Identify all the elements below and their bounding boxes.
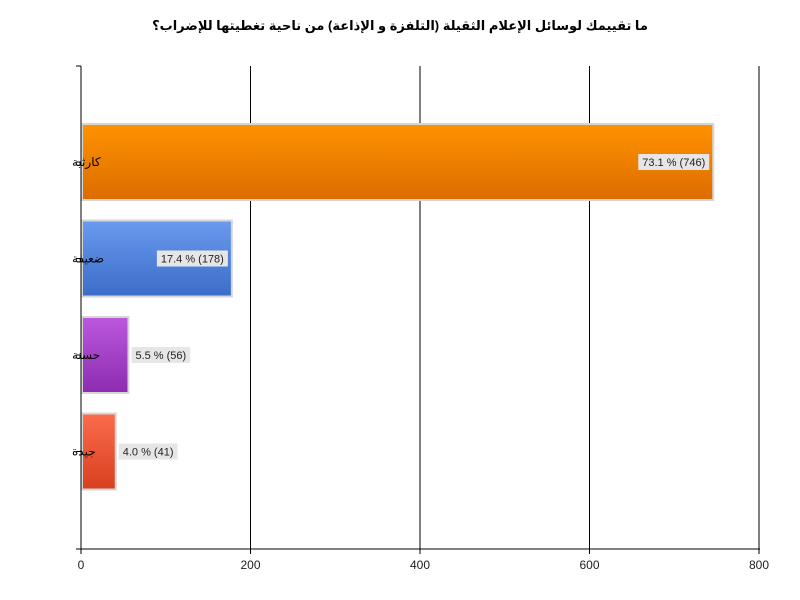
data-label-box	[118, 443, 178, 460]
category-label: ضعيفة	[72, 252, 104, 266]
x-tick-label: 600	[579, 558, 599, 572]
bar	[81, 412, 117, 491]
category-label: كارثية	[72, 155, 101, 170]
category-label: حسنة	[72, 348, 100, 362]
data-label: 17.4 % (178)	[161, 254, 224, 266]
bars	[81, 123, 715, 491]
data-labels: 73.1 % (746) 17.4 % (178) 5.5 % (56) 4.0 % …	[118, 154, 710, 460]
chart-title: ما تقييمك لوسائل الإعلام الثقيلة (التلفز…	[152, 18, 648, 34]
data-label-box	[156, 250, 228, 267]
x-tick-label: 800	[749, 558, 769, 572]
data-label-box	[638, 154, 710, 170]
data-label: 5.5 % (56)	[135, 350, 186, 362]
data-label: 4.0 % (41)	[123, 447, 174, 459]
bar	[81, 316, 130, 394]
data-label: 73.1 % (746)	[642, 157, 705, 169]
bar	[81, 123, 715, 201]
x-tick-label: 0	[78, 558, 85, 572]
x-tick-label: 200	[240, 558, 260, 572]
axes: 0 200 400 600 800 كارثية ضعيفة حسنة جيدة	[72, 65, 769, 572]
data-label-box	[131, 347, 191, 363]
x-tick-label: 400	[410, 558, 430, 572]
category-label: جيدة	[72, 445, 96, 459]
